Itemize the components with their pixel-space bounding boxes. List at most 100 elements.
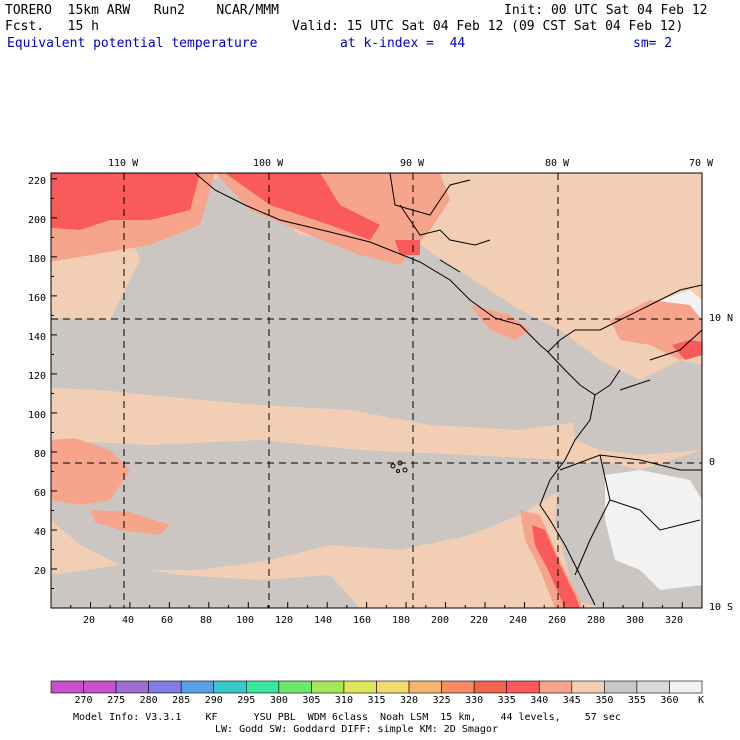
colorbar-label: 295 <box>237 695 256 706</box>
lon-label-90w: 90 W <box>399 158 425 169</box>
colorbar-label: 360 <box>660 695 679 706</box>
colorbar-label: 320 <box>400 695 419 706</box>
forecast-hour: Fcst. 15 h <box>5 19 99 34</box>
x-tick-label: 260 <box>547 615 567 626</box>
x-tick-label: 80 <box>199 615 213 626</box>
x-tick-label: 300 <box>625 615 645 626</box>
colorbar-label: 335 <box>497 695 516 706</box>
colorbar-swatch <box>538 680 573 694</box>
colorbar-label: 350 <box>595 695 614 706</box>
colorbar-label: 290 <box>204 695 223 706</box>
colorbar-label: 270 <box>74 695 93 706</box>
colorbar-swatch <box>343 680 377 694</box>
x-tick-label: 320 <box>664 615 684 626</box>
lat-label-0: 0 <box>709 457 716 468</box>
lat-label-10n: 10 N <box>709 313 734 324</box>
field-name: Equivalent potential temperature <box>7 36 258 51</box>
level-info: at k-index = 44 <box>340 36 466 51</box>
colorbar-swatch <box>180 680 215 694</box>
grey-region-north <box>51 175 620 430</box>
colorbar-label: 345 <box>562 695 581 706</box>
colorbar-swatch <box>376 680 410 694</box>
colorbar-swatch <box>506 680 540 694</box>
lon-label-70w: 70 W <box>688 158 714 169</box>
x-tick-label: 280 <box>586 615 606 626</box>
colorbar-label: 325 <box>432 695 451 706</box>
x-tick-label: 180 <box>391 615 411 626</box>
grey-region-southwest <box>51 565 360 608</box>
x-tick-label: 20 <box>82 615 96 626</box>
colorbar-swatch <box>571 680 605 694</box>
y-tick-label: 120 <box>27 371 46 382</box>
plot-frame <box>50 172 703 609</box>
colorbar-swatch <box>311 680 345 694</box>
x-tick-label: 240 <box>508 615 528 626</box>
colorbar <box>50 680 703 694</box>
y-tick-label: 60 <box>33 488 46 499</box>
x-tick-label: 200 <box>430 615 450 626</box>
coastlines <box>194 172 703 606</box>
y-tick-label: 20 <box>33 566 46 577</box>
red-region-mexico <box>225 173 380 240</box>
salmon-region-costa-rica <box>470 305 530 340</box>
colorbar-label: 285 <box>172 695 191 706</box>
colorbar-swatch <box>473 680 507 694</box>
y-tick-label: 140 <box>27 332 46 343</box>
y-tick-label: 160 <box>27 293 46 304</box>
x-tick-label: 40 <box>121 615 135 626</box>
y-tick-label: 40 <box>33 527 46 538</box>
colorbar-label: 330 <box>465 695 484 706</box>
lon-label-100w: 100 W <box>253 158 284 169</box>
x-tick-label: 140 <box>313 615 333 626</box>
colorbar-swatch <box>83 680 117 694</box>
colorbar-swatch <box>115 680 149 694</box>
colorbar-label: 355 <box>627 695 646 706</box>
y-tick-label: 100 <box>27 410 46 421</box>
red-region-northwest <box>51 173 200 230</box>
colorbar-swatch <box>441 680 475 694</box>
lon-label-80w: 80 W <box>544 158 570 169</box>
red-region-guatemala <box>395 240 420 255</box>
colorbar-label: 305 <box>302 695 321 706</box>
x-tick-label: 100 <box>235 615 255 626</box>
colorbar-swatch <box>604 680 638 694</box>
graticule <box>51 173 702 608</box>
galapagos-islands <box>390 460 408 473</box>
y-tick-label: 180 <box>27 254 46 265</box>
colorbar-label: 275 <box>107 695 126 706</box>
physics-info: LW: Godd SW: Goddard DIFF: simple KM: 2D… <box>215 724 498 735</box>
colorbar-label: 300 <box>269 695 288 706</box>
grey-region-center <box>51 440 600 570</box>
colorbar-label: 315 <box>367 695 386 706</box>
y-tick-label: 80 <box>33 449 46 460</box>
grey-region-peru <box>570 360 702 455</box>
colorbar-swatch <box>636 680 670 694</box>
colorbar-swatch <box>50 680 84 694</box>
tick-marks <box>51 178 683 608</box>
lat-label-10s: 10 S <box>709 602 734 613</box>
x-tick-label: 120 <box>274 615 294 626</box>
salmon-region-southwest <box>90 510 170 535</box>
salmon-region-west <box>51 438 130 505</box>
red-region-peru <box>532 525 580 608</box>
colorbar-label: 340 <box>530 695 549 706</box>
colorbar-swatch <box>246 680 280 694</box>
y-tick-label: 200 <box>27 215 46 226</box>
lon-label-110w: 110 W <box>108 158 139 169</box>
y-tick-label: 220 <box>27 176 46 187</box>
colorbar-swatch <box>213 680 247 694</box>
colorbar-label: 310 <box>334 695 353 706</box>
red-region-caribbean <box>672 340 702 360</box>
theta-e-field <box>51 173 702 608</box>
colorbar-swatch <box>148 680 182 694</box>
colorbar-swatch <box>669 680 703 694</box>
colorbar-swatch <box>408 680 442 694</box>
colorbar-label: 280 <box>139 695 158 706</box>
model-title: TORERO 15km ARW Run2 NCAR/MMM <box>5 3 279 18</box>
x-tick-label: 60 <box>160 615 174 626</box>
colorbar-swatch <box>278 680 312 694</box>
x-tick-label: 220 <box>469 615 489 626</box>
valid-time: Valid: 15 UTC Sat 04 Feb 12 (09 CST Sat … <box>292 19 684 34</box>
smoothing-info: sm= 2 <box>633 36 673 51</box>
